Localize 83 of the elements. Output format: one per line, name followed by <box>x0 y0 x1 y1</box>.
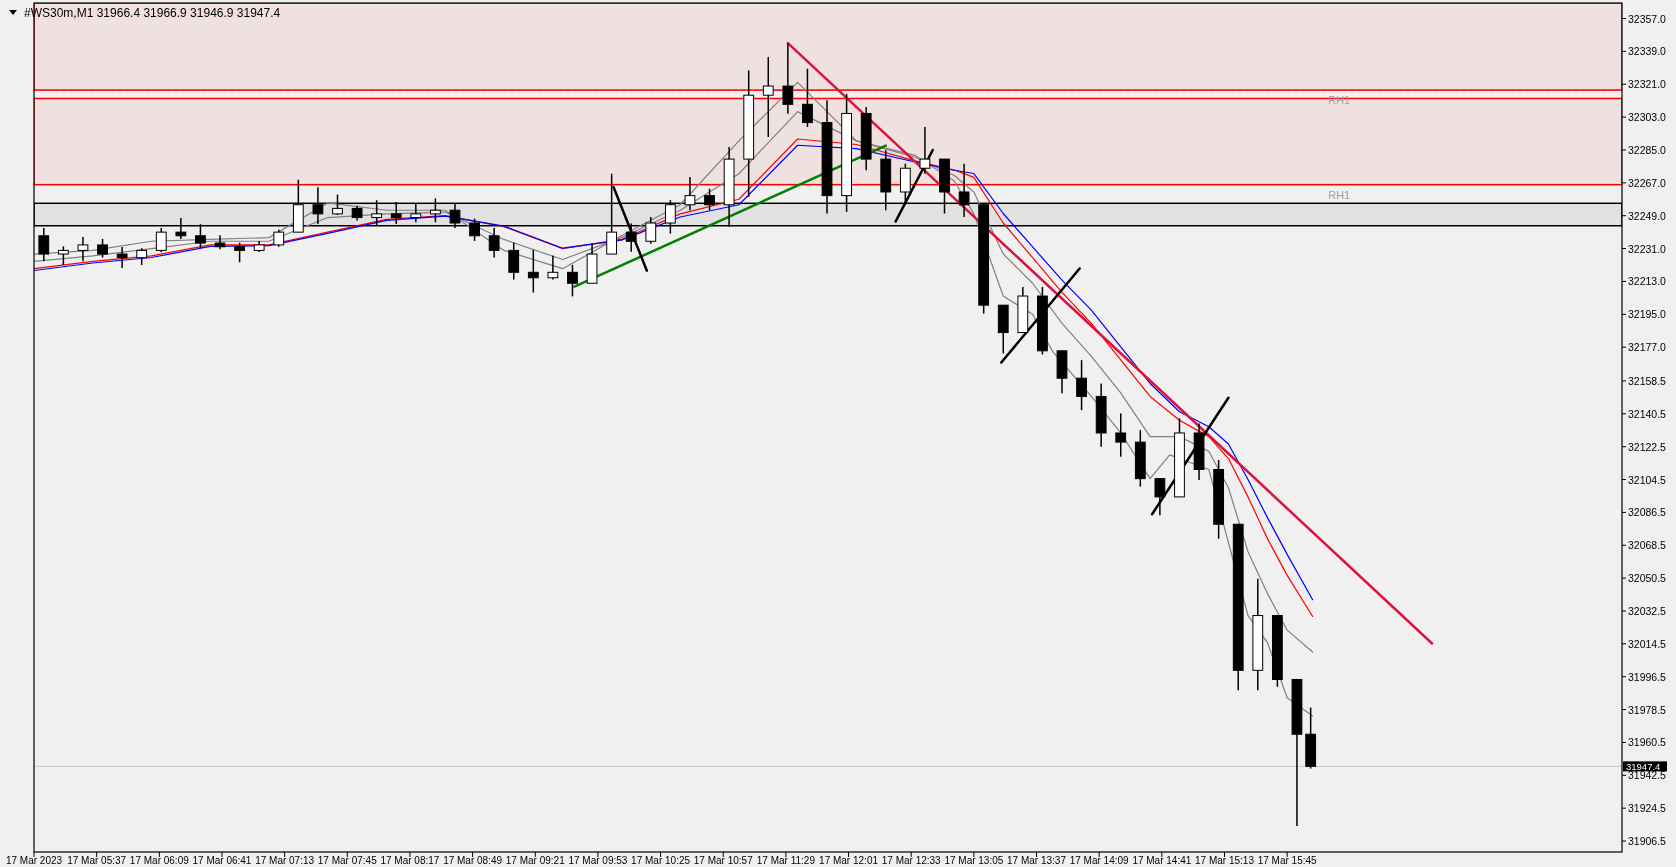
y-tick-label: 32104.5 <box>1628 473 1667 486</box>
x-tick-label: 17 Mar 12:01 <box>819 855 879 866</box>
candlestick <box>704 187 715 211</box>
y-tick-label: 32321.0 <box>1628 78 1667 91</box>
candlestick <box>234 241 245 264</box>
x-tick-label: 17 Mar 2023 <box>5 855 63 866</box>
x-tick-label: 17 Mar 10:25 <box>631 855 691 866</box>
candlestick <box>390 201 402 225</box>
y-tick-label: 32014.5 <box>1628 637 1667 650</box>
y-tick-label: 31996.5 <box>1628 670 1667 683</box>
y-tick-label: 32050.5 <box>1628 572 1667 585</box>
candlestick <box>410 203 422 224</box>
candlestick <box>625 222 637 253</box>
y-tick-label: 31960.5 <box>1628 736 1667 749</box>
x-tick-label: 17 Mar 09:53 <box>568 855 628 866</box>
candlestick <box>508 241 520 281</box>
candlestick <box>762 56 774 138</box>
y-tick-label: 32086.5 <box>1628 506 1667 519</box>
candlestick <box>645 216 657 245</box>
x-tick-label: 17 Mar 06:41 <box>192 855 252 866</box>
candlestick <box>802 67 813 128</box>
ref-line-label: 31947.4 <box>1626 760 1661 772</box>
x-tick-label: 17 Mar 08:17 <box>380 855 440 866</box>
x-tick-label: 17 Mar 07:13 <box>255 855 315 866</box>
candlestick <box>332 193 343 216</box>
candlestick <box>57 245 69 266</box>
y-tick-label: 32249.0 <box>1628 209 1667 222</box>
candlestick <box>430 197 441 224</box>
ref-line-label: RH1 <box>1328 188 1351 201</box>
candlestick <box>371 199 383 227</box>
x-tick-label: 17 Mar 13:05 <box>944 855 1004 866</box>
candlestick <box>38 227 50 262</box>
y-tick-label: 32339.0 <box>1628 45 1667 58</box>
candlestick <box>77 236 89 262</box>
x-tick-label: 17 Mar 05:37 <box>67 855 127 866</box>
x-tick-label: 17 Mar 07:45 <box>317 855 378 866</box>
y-tick-label: 32177.0 <box>1628 341 1667 354</box>
x-tick-label: 17 Mar 08:49 <box>443 855 503 866</box>
y-tick-label: 31978.5 <box>1628 703 1667 716</box>
candlestick <box>175 217 187 240</box>
x-tick-label: 17 Mar 06:09 <box>129 855 190 866</box>
candlestick <box>469 217 480 242</box>
x-tick-label: 17 Mar 15:45 <box>1257 855 1318 866</box>
x-tick-label: 17 Mar 15:13 <box>1195 855 1255 866</box>
y-tick-label: 32285.0 <box>1628 143 1667 156</box>
candlestick <box>1076 359 1087 411</box>
candlestick <box>195 223 206 249</box>
candlestick <box>1115 412 1127 458</box>
x-tick-label: 17 Mar 11:29 <box>756 855 816 866</box>
y-tick-label: 32357.0 <box>1628 12 1667 25</box>
candlestick <box>116 246 128 269</box>
y-tick-label: 32032.5 <box>1628 604 1667 617</box>
x-tick-label: 17 Mar 14:41 <box>1132 855 1192 866</box>
y-tick-label: 32231.0 <box>1628 242 1667 255</box>
x-tick-label: 17 Mar 10:57 <box>693 855 754 866</box>
y-tick-label: 31942.5 <box>1628 769 1667 782</box>
x-tick-label: 17 Mar 09:21 <box>505 855 566 866</box>
y-tick-label: 32158.5 <box>1628 374 1667 387</box>
y-tick-label: 31924.5 <box>1628 802 1667 815</box>
y-tick-label: 32267.0 <box>1628 176 1667 189</box>
x-tick-label: 17 Mar 12:33 <box>881 855 942 866</box>
candlestick <box>312 186 324 225</box>
x-tick-label: 17 Mar 14:09 <box>1069 855 1130 866</box>
y-tick-label: 32140.5 <box>1628 407 1667 420</box>
candlestick <box>899 162 911 205</box>
candlestick <box>97 238 108 259</box>
candlestick <box>958 162 970 218</box>
candlestick <box>664 199 676 235</box>
y-tick-label: 32303.0 <box>1628 111 1667 124</box>
candlestick <box>547 254 559 281</box>
y-tick-label: 31906.5 <box>1628 835 1667 848</box>
y-tick-label: 32213.0 <box>1628 275 1667 288</box>
candlestick <box>449 203 461 229</box>
y-tick-label: 32068.5 <box>1628 539 1667 552</box>
x-tick-label: 17 Mar 13:37 <box>1007 855 1067 866</box>
candlestick <box>527 249 539 294</box>
candlestick <box>488 227 500 259</box>
candlestick <box>782 42 794 115</box>
candlestick <box>684 176 696 211</box>
y-tick-label: 32195.0 <box>1628 308 1667 321</box>
candlestick <box>155 227 167 253</box>
candlestick <box>567 264 578 298</box>
y-tick-label: 32122.5 <box>1628 440 1667 453</box>
